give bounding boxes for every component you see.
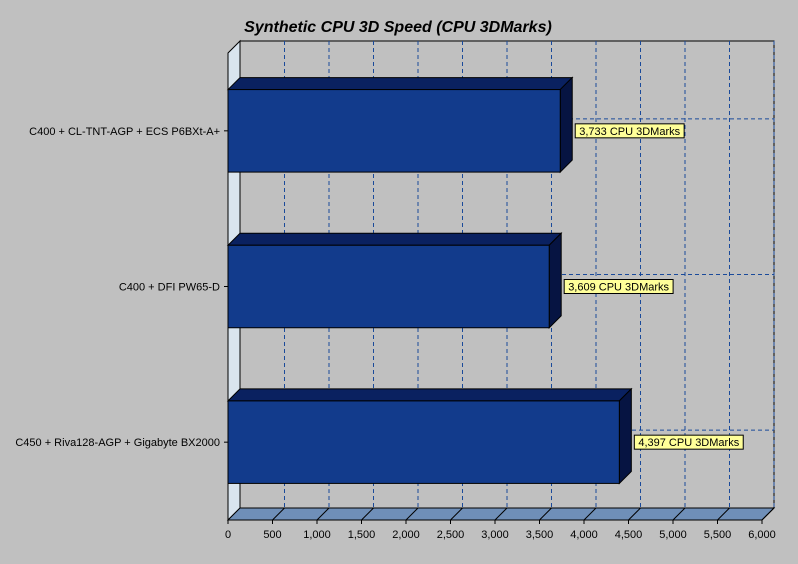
x-tick-label: 500	[263, 529, 281, 541]
floor-gridline	[361, 507, 374, 521]
floor-gridline	[272, 507, 285, 521]
bar-front	[227, 400, 620, 484]
x-tick-label: 3,000	[481, 529, 509, 541]
data-label: 3,733 CPU 3DMarks	[579, 126, 680, 138]
category-labels: C400 + CL-TNT-AGP + ECS P6BXt-A+ C400 + D…	[15, 126, 220, 449]
bar-front	[227, 89, 561, 173]
bar-top	[226, 77, 574, 91]
floor-gridline	[583, 507, 597, 521]
bar-side	[559, 76, 573, 174]
x-tick-label: 5,000	[659, 529, 687, 541]
floor-gridline	[405, 507, 419, 521]
data-label-box	[574, 123, 685, 139]
bar-front	[227, 244, 550, 329]
x-tick-label: 4,500	[615, 529, 643, 541]
floor-gridline	[628, 507, 641, 521]
floor-gridline	[539, 507, 552, 521]
data-labels: 3,733 CPU 3DMarks 3,609 CPU 3DMarks 4,397 …	[563, 123, 744, 450]
floor-gridline	[494, 507, 508, 521]
category-label: C400 + DFI PW65-D	[119, 282, 220, 294]
x-tick-label: 1,000	[303, 529, 331, 541]
chart-title: Synthetic CPU 3D Speed (CPU 3DMarks)	[244, 19, 552, 36]
x-tick-label: 6,000	[748, 529, 776, 541]
x-tick-label: 5,500	[704, 529, 732, 541]
category-label: C400 + CL-TNT-AGP + ECS P6BXt-A+	[29, 126, 220, 138]
bar-top	[226, 388, 633, 402]
x-tick-label: 2,000	[392, 529, 420, 541]
data-label-box	[563, 279, 674, 294]
x-tick-label: 0	[225, 529, 231, 541]
x-tick-label: 3,500	[526, 529, 554, 541]
floor-gridline	[761, 507, 775, 521]
x-axis-ticks: 0 500 1,000 1,500 2,000 2,500 3,000 3,500 4,000 4…	[225, 520, 776, 541]
bars	[226, 76, 633, 485]
x-tick-label: 2,500	[437, 529, 465, 541]
floor-gridline	[450, 507, 463, 521]
data-label: 4,397 CPU 3DMarks	[638, 437, 739, 449]
bar-top	[226, 232, 563, 246]
bar-2	[226, 232, 563, 329]
floor-gridline	[316, 507, 330, 521]
x-tick-label: 1,500	[348, 529, 376, 541]
category-label: C450 + Riva128-AGP + Gigabyte BX2000	[15, 437, 220, 449]
bar-side	[618, 387, 632, 485]
bar-3	[226, 387, 633, 485]
bar-1	[226, 76, 574, 174]
floor-gridline	[672, 507, 686, 521]
x-tick-label: 4,000	[570, 529, 598, 541]
data-label-box	[633, 434, 744, 450]
data-label: 3,609 CPU 3DMarks	[568, 282, 669, 294]
bar-side	[548, 232, 562, 329]
floor-gridline	[717, 507, 730, 521]
